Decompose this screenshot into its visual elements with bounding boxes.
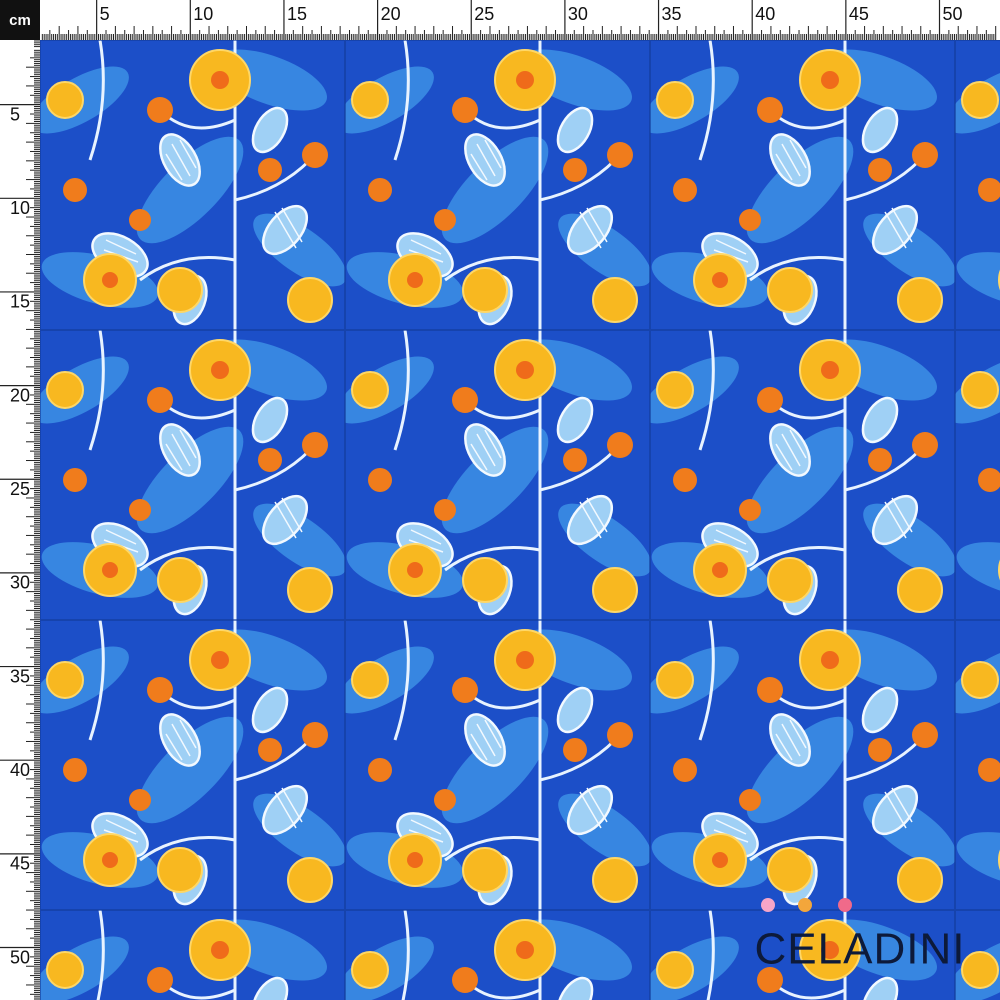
ruler-label: 5: [10, 104, 20, 124]
ruler-label: 40: [10, 760, 30, 780]
logo-dot: [838, 898, 852, 912]
unit-label: cm: [9, 12, 31, 29]
logo-text: CELADINI: [755, 925, 966, 974]
ruler-label: 25: [10, 479, 30, 499]
ruler-label: 30: [10, 573, 30, 593]
logo-dot: [761, 898, 775, 912]
ruler-label: 25: [474, 4, 494, 24]
ruler-label: 15: [10, 292, 30, 312]
unit-box: [0, 0, 40, 40]
ruler-label: 50: [943, 4, 963, 24]
ruler-label: 10: [193, 4, 213, 24]
ruler-label: 20: [381, 4, 401, 24]
ruler-label: 30: [568, 4, 588, 24]
ruler-label: 50: [10, 947, 30, 967]
ruler-label: 5: [100, 4, 110, 24]
ruler-label: 15: [287, 4, 307, 24]
ruler-label: 40: [755, 4, 775, 24]
logo-dot: [798, 898, 812, 912]
ruler-label: 45: [10, 854, 30, 874]
fabric-pattern: [40, 40, 1000, 1000]
ruler-label: 35: [662, 4, 682, 24]
logo: CELADINI: [755, 898, 966, 974]
ruler-label: 35: [10, 666, 30, 686]
ruler-label: 45: [849, 4, 869, 24]
ruler-label: 20: [10, 385, 30, 405]
left-ruler: [0, 40, 40, 1000]
ruler-label: 10: [10, 198, 30, 218]
